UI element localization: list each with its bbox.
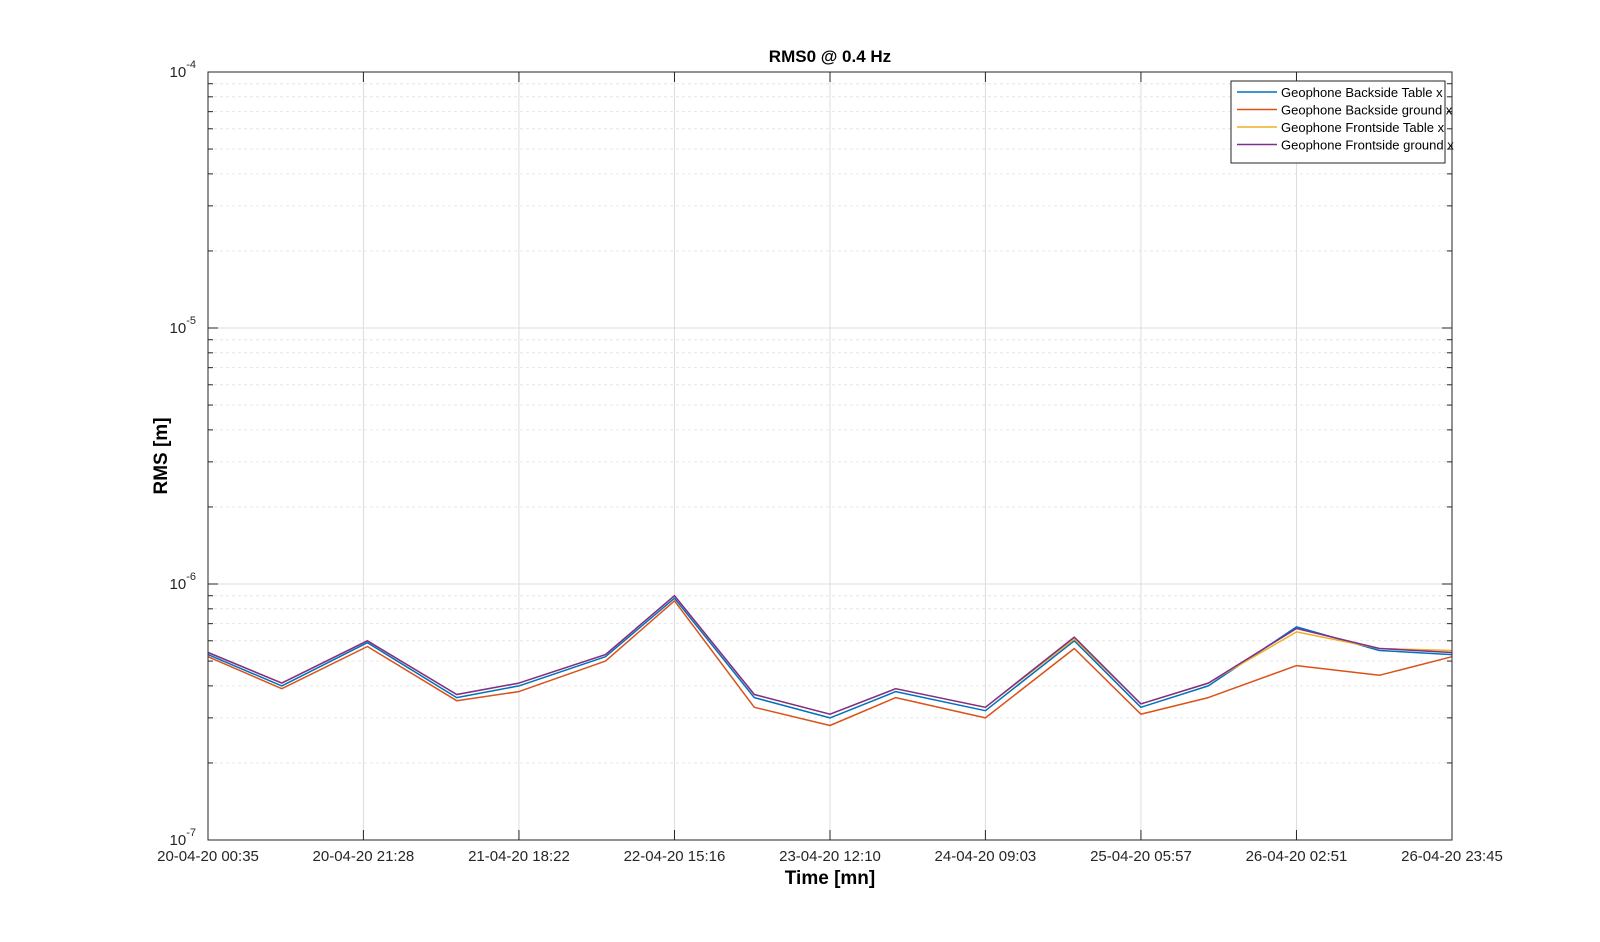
y-tick-exponent: -6 — [186, 571, 196, 583]
legend-label: Geophone Frontside ground x — [1281, 138, 1454, 153]
y-tick-base: 10 — [170, 576, 187, 593]
x-tick-label: 26-04-20 23:45 — [1401, 848, 1503, 865]
legend: Geophone Backside Table x Geophone Backsi… — [1230, 80, 1454, 164]
x-tick-label: 20-04-20 00:35 — [157, 848, 259, 865]
y-tick-exponent: -5 — [186, 315, 196, 327]
y-tick-label: 10-7 — [170, 827, 196, 849]
x-tick-label: 21-04-20 18:22 — [468, 848, 570, 865]
x-tick-label: 24-04-20 09:03 — [935, 848, 1037, 865]
legend-label: Geophone Backside Table x — [1281, 85, 1443, 100]
y-tick-label: 10-5 — [170, 315, 196, 337]
legend-box — [1230, 80, 1446, 164]
chart-title: RMS0 @ 0.4 Hz — [769, 47, 891, 66]
y-tick-labels: 10-710-610-510-4 — [170, 59, 196, 849]
x-tick-label: 20-04-20 21:28 — [313, 848, 415, 865]
series-line-4 — [207, 594, 1453, 715]
x-tick-label: 26-04-20 02:51 — [1246, 848, 1348, 865]
series-line-2 — [207, 600, 1453, 727]
x-tick-label: 22-04-20 15:16 — [624, 848, 726, 865]
axis-ticks — [207, 71, 1453, 841]
y-tick-base: 10 — [170, 64, 187, 81]
y-tick-exponent: -4 — [186, 59, 196, 71]
x-tick-label: 25-04-20 05:57 — [1090, 848, 1192, 865]
x-tick-labels: 20-04-20 00:35 20-04-20 21:28 21-04-20 18:… — [157, 848, 1503, 865]
y-axis-label: RMS [m] — [151, 417, 172, 494]
y-tick-label: 10-4 — [170, 59, 196, 81]
legend-label: Geophone Frontside Table x — [1281, 120, 1445, 135]
x-tick-label: 23-04-20 12:10 — [779, 848, 881, 865]
y-tick-exponent: -7 — [186, 827, 196, 839]
series-lines — [207, 594, 1453, 727]
y-tick-base: 10 — [170, 832, 187, 849]
y-tick-label: 10-6 — [170, 571, 196, 593]
y-tick-base: 10 — [170, 320, 187, 337]
legend-label: Geophone Backside ground x — [1281, 103, 1453, 118]
x-axis-label: Time [mn] — [785, 868, 875, 889]
